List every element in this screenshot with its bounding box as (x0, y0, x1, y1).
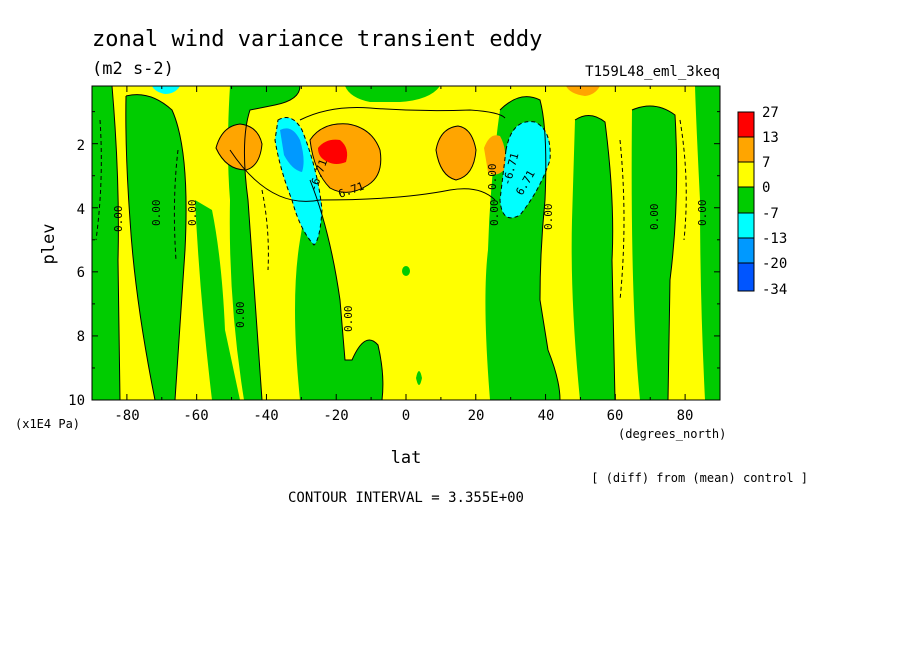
colorbar-swatch (737, 237, 755, 264)
y-tick-label: 4 (77, 202, 85, 218)
colorbar-swatch (737, 186, 755, 214)
diff-note: [ (diff) from (mean) control ] (591, 471, 808, 485)
x-tick-label: -20 (323, 408, 348, 424)
contour-label: 0.00 (648, 204, 661, 231)
contour-line (125, 94, 187, 401)
x-tick-label: 80 (677, 408, 694, 424)
contour-interval-note: CONTOUR INTERVAL = 3.355E+00 (288, 490, 524, 506)
contour-line-dashed (95, 119, 102, 241)
contour-line (243, 85, 301, 401)
y-tick-label: 2 (77, 138, 85, 154)
colorbar-label: -7 (762, 206, 779, 222)
y-tick-label: 6 (77, 265, 85, 281)
contour-label: 0.00 (486, 164, 499, 191)
contour-label: 0.00 (234, 302, 247, 329)
y-axis-label: plev (39, 224, 59, 265)
colorbar-swatch (737, 212, 755, 239)
colorbar-label: 27 (762, 105, 779, 121)
contour-fill-green-30s (228, 86, 300, 400)
contour-line-dashed (679, 119, 687, 241)
contour-label: 0.00 (186, 200, 199, 227)
contour-line (631, 105, 678, 401)
colorbar-swatch (737, 161, 755, 188)
contour-fill-orange-45s (216, 124, 262, 170)
contour-fill-cyan-top-sh (152, 86, 180, 94)
contour-line-dashed (173, 149, 179, 261)
x-axis-label: lat (391, 448, 422, 468)
contour-fill-orange-10n (436, 126, 476, 180)
chart-units: (m2 s-2) (92, 59, 174, 79)
colorbar-swatch (737, 262, 755, 292)
colorbar-swatch (737, 136, 755, 163)
contour-lines-dashed (95, 117, 687, 301)
x-tick-label: -40 (253, 408, 278, 424)
contour-fill-green-spot (402, 266, 410, 276)
contour-line (229, 149, 496, 202)
experiment-label: T159L48_eml_3keq (585, 64, 720, 80)
colorbar-label: -13 (762, 231, 787, 247)
contour-label: 0.00 (150, 200, 163, 227)
contour-line-dashed (499, 121, 551, 219)
colorbar-label: -20 (762, 256, 787, 272)
contour-fill-green-np-edge (695, 86, 720, 400)
x-tick-label: 60 (607, 408, 624, 424)
contour-fill-orange-top (566, 86, 600, 96)
x-tick-label: 20 (468, 408, 485, 424)
contour-line (215, 123, 263, 171)
contour-fill-blue-sh-jet (280, 128, 304, 172)
contour-line (299, 107, 506, 121)
contour-label: 0.00 (342, 306, 355, 333)
contour-fill-green-sp-edge (92, 86, 120, 400)
contour-lines (111, 85, 678, 401)
y-axis-units: (x1E4 Pa) (15, 417, 80, 431)
contour-line (574, 115, 616, 401)
tick-marks (91, 86, 721, 401)
colorbar-label: -34 (762, 282, 787, 298)
contour-line (435, 125, 477, 181)
contour-line (111, 85, 121, 401)
contour-fill-green-50n (571, 115, 615, 401)
contour-fill-green-70n (631, 106, 677, 400)
colorbar-label: 13 (762, 130, 779, 146)
contour-label: 0.00 (542, 204, 555, 231)
contour-line-dashed (274, 117, 323, 246)
chart-title: zonal wind variance transient eddy (92, 27, 542, 52)
x-tick-label: 0 (402, 408, 410, 424)
contour-fill-orange-25n (484, 135, 506, 175)
contour-fill-red-sh-jet (318, 139, 348, 164)
contour-line-dashed (261, 189, 269, 271)
x-tick-label: -80 (114, 408, 139, 424)
contour-label: 0.00 (488, 200, 501, 227)
x-tick-label: -60 (183, 408, 208, 424)
contour-fill-green-15n (345, 86, 440, 102)
contour-label: 0.00 (112, 206, 125, 233)
y-tick-label: 10 (68, 393, 85, 409)
plot-background (92, 86, 720, 400)
x-tick-label: 40 (538, 408, 555, 424)
colorbar-label: 7 (762, 155, 770, 171)
contour-label: 0.00 (696, 200, 709, 227)
contour-line (309, 123, 382, 193)
contour-line (499, 96, 561, 401)
colorbar-swatch (737, 111, 755, 138)
contour-line (125, 95, 156, 401)
contour-fill-green-40s (195, 200, 240, 400)
contour-line-dashed (619, 139, 625, 301)
x-axis-units: (degrees_north) (618, 427, 726, 441)
x-axis: -80 -60 -40 -20 0 20 40 60 80 (degrees_n… (114, 408, 726, 468)
colorbar-label: 0 (762, 180, 770, 196)
plot-area: 0.00 0.00 0.00 0.00 0.00 0.00 0.00 0.00 … (91, 85, 721, 401)
contour-fill-green-60s (125, 94, 187, 400)
colorbar: 27 13 7 0 -7 -13 -20 -34 (737, 105, 787, 298)
contour-fill-cyan-nh-jet (500, 121, 551, 218)
contour-fill-green-spot-2 (416, 371, 422, 385)
y-tick-label: 8 (77, 329, 85, 345)
contour-line (309, 179, 384, 401)
y-axis: 2 4 6 8 10 plev (x1E4 Pa) (15, 138, 85, 431)
